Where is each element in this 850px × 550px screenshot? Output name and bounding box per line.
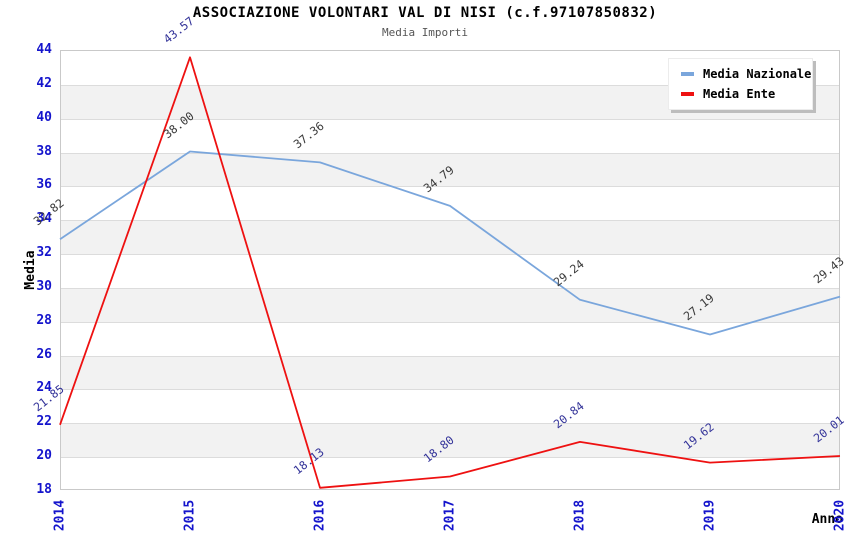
grid-band — [61, 287, 839, 322]
gridline — [61, 321, 839, 323]
y-tick-label: 26 — [36, 346, 52, 362]
y-tick-label: 24 — [36, 380, 52, 396]
y-tick-label: 28 — [36, 312, 52, 328]
gridline — [61, 186, 839, 188]
x-tick-label: 2015 — [182, 499, 198, 532]
y-tick-label: 34 — [36, 211, 52, 227]
gridline — [61, 355, 839, 357]
grid-band — [61, 423, 839, 458]
y-tick-label: 18 — [36, 482, 52, 497]
y-axis-title: Media — [23, 250, 38, 290]
x-tick-label: 2016 — [312, 499, 328, 532]
plot-area — [60, 50, 840, 490]
y-tick-label: 38 — [36, 143, 52, 159]
y-tick-label: 22 — [36, 414, 52, 430]
y-tick-label: 44 — [36, 42, 52, 57]
gridline — [61, 220, 839, 222]
y-tick-label: 40 — [36, 109, 52, 125]
gridline — [61, 287, 839, 289]
x-tick-label: 2019 — [702, 499, 718, 532]
x-tick-label: 2014 — [52, 499, 68, 532]
grid-band — [61, 220, 839, 255]
legend-line-swatch — [681, 92, 694, 96]
legend-label: Media Ente — [703, 87, 776, 101]
legend-line-swatch — [681, 72, 694, 76]
x-tick-label: 2017 — [442, 499, 458, 532]
x-tick-label: 2018 — [572, 499, 588, 532]
gridline — [61, 118, 839, 120]
gridline — [61, 389, 839, 391]
gridline — [61, 254, 839, 256]
legend-item: Media Ente — [681, 84, 812, 104]
legend-label: Media Nazionale — [703, 67, 812, 81]
x-axis-title: Anno — [811, 512, 843, 527]
grid-band — [61, 355, 839, 390]
legend: Media Nazionale Media Ente — [668, 58, 813, 110]
y-tick-label: 42 — [36, 75, 52, 91]
page-title: ASSOCIAZIONE VOLONTARI VAL DI NISI (c.f.… — [192, 5, 658, 21]
legend-item: Media Nazionale — [681, 64, 812, 84]
grid-band — [61, 152, 839, 187]
gridline — [61, 423, 839, 425]
y-tick-label: 36 — [36, 177, 52, 193]
chart-subtitle: Media Importi — [381, 26, 469, 39]
y-tick-label: 20 — [36, 448, 52, 464]
gridline — [61, 152, 839, 154]
gridline — [61, 457, 839, 459]
